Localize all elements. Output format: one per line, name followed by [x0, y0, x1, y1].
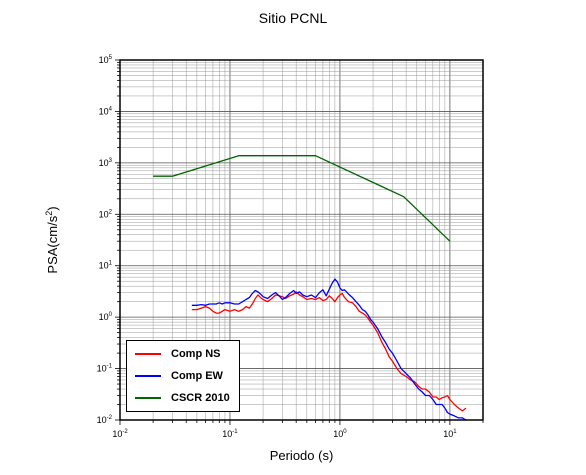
series-line-comp-ew	[191, 278, 467, 421]
legend-item-cscr-2010: CSCR 2010	[135, 390, 230, 406]
legend-label-cscr-2010: CSCR 2010	[171, 392, 230, 404]
x-tick-label: 10-2	[112, 429, 128, 439]
x-tick-label: 101	[443, 429, 457, 439]
legend-swatch-comp-ew	[135, 375, 161, 377]
x-tick-label: 100	[333, 429, 347, 439]
plot-frame	[119, 59, 484, 421]
y-tick-label: 103	[99, 158, 113, 168]
series-line-comp-ns	[191, 291, 467, 412]
y-tick-label: 105	[99, 55, 113, 65]
chart-title: Sitio PCNL	[258, 10, 328, 26]
legend-label-comp-ns: Comp NS	[171, 348, 221, 360]
y-tick-label: 102	[99, 209, 113, 219]
y-tick-label: 10-1	[97, 364, 113, 374]
y-tick-label: 10-2	[97, 415, 113, 425]
legend: Comp NS Comp EW CSCR 2010	[126, 340, 240, 412]
x-axis-label: Periodo (s)	[269, 448, 334, 463]
legend-label-comp-ew: Comp EW	[171, 370, 223, 382]
legend-swatch-comp-ns	[135, 353, 161, 355]
y-tick-label: 100	[99, 312, 113, 322]
y-axis-label-superscript: 2	[43, 210, 54, 216]
tick-marks	[115, 59, 484, 425]
series-lines	[153, 155, 467, 421]
y-axis-label: PSA(cm/s2)	[44, 206, 60, 273]
y-tick-label: 104	[99, 106, 113, 116]
legend-item-comp-ns: Comp NS	[135, 346, 221, 362]
y-axis-label-main: PSA(cm/s	[45, 215, 61, 274]
x-tick-label: 10-1	[222, 429, 238, 439]
y-tick-label: 101	[99, 261, 113, 271]
legend-swatch-cscr-2010	[135, 397, 161, 399]
tick-labels: 10-2 10-1 100 101 10-2 10-1 100 101 102 103 104 105	[97, 55, 458, 439]
y-axis-label-close: )	[45, 206, 61, 211]
series-line-cscr-2010	[153, 155, 451, 242]
legend-item-comp-ew: Comp EW	[135, 368, 223, 384]
